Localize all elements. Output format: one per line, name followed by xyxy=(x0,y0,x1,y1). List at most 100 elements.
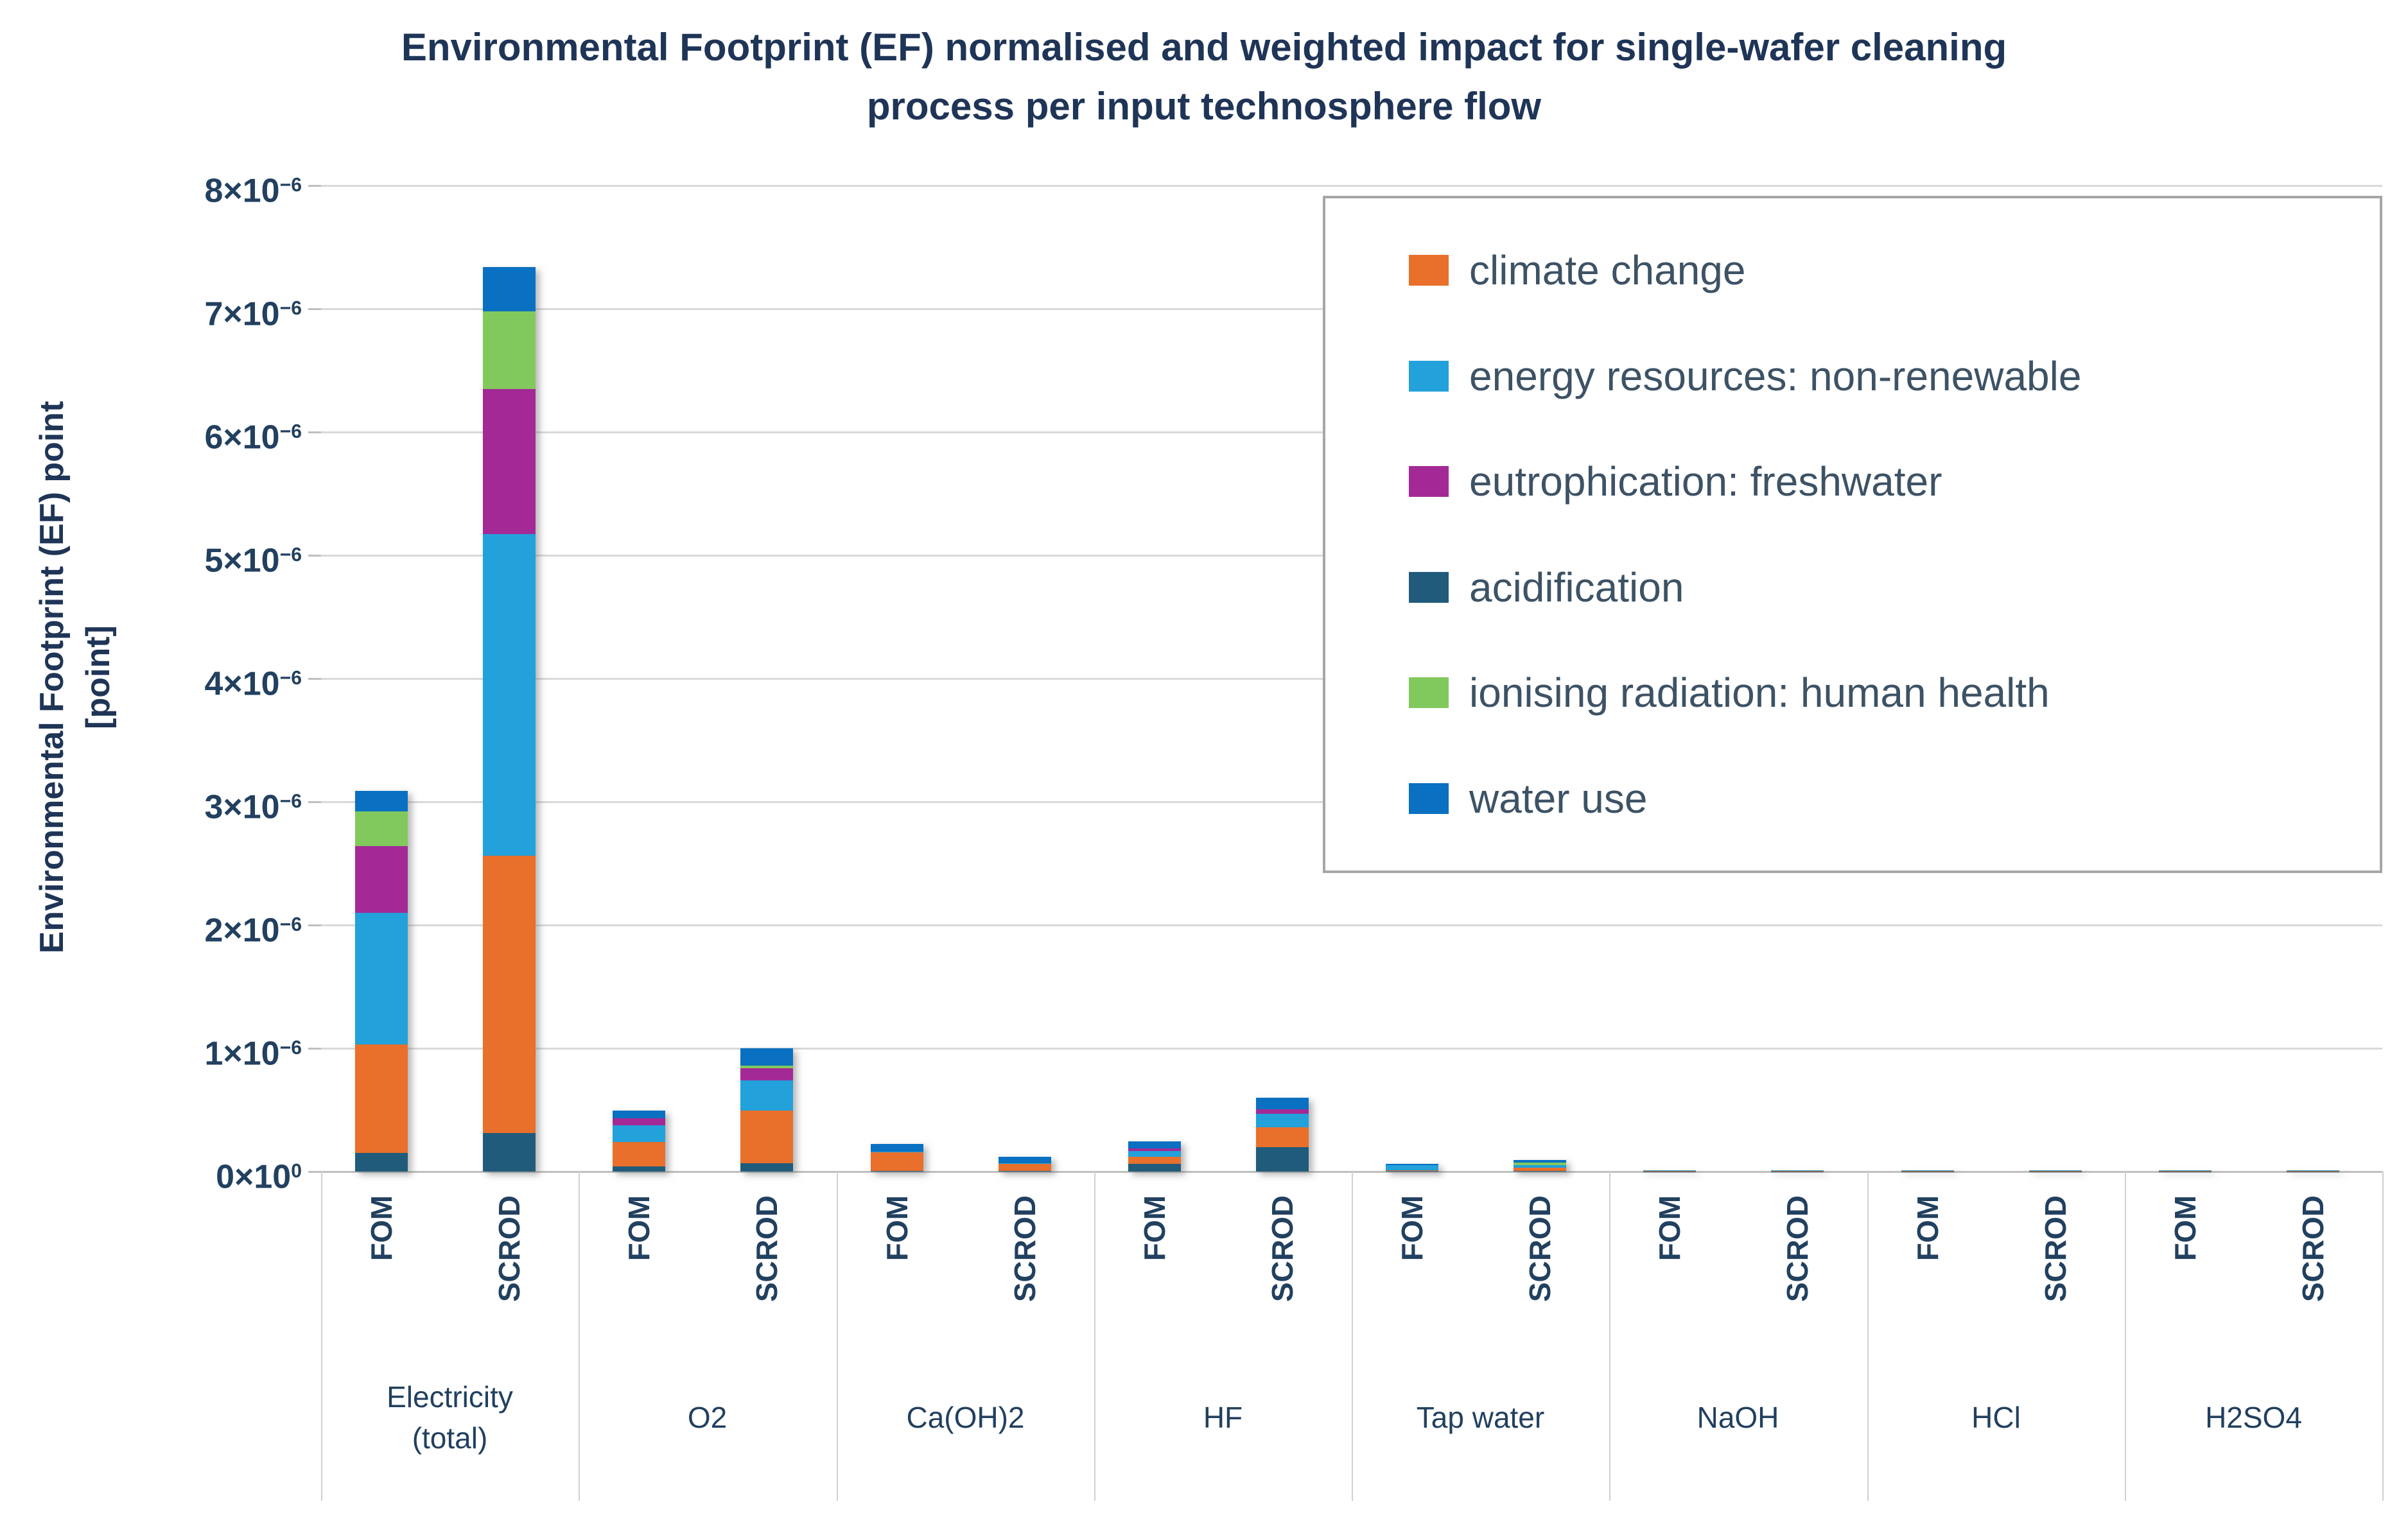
y-tick-label: 4×10−6 xyxy=(116,658,302,703)
y-tick-label: 7×10−6 xyxy=(116,288,302,333)
bar-segment-acidification xyxy=(355,1153,408,1172)
legend-label: acidification xyxy=(1469,564,1684,610)
y-tick-exponent: −6 xyxy=(279,175,302,196)
bar-segment-climate-change xyxy=(2159,1170,2212,1172)
bar-segment-climate-change xyxy=(1514,1168,1566,1172)
bar-electricity-total-fom xyxy=(355,790,408,1172)
category-separator xyxy=(1352,1172,1353,1501)
bar-segment-eutrophication-freshwater xyxy=(1256,1109,1309,1114)
category-separator xyxy=(2125,1172,2126,1501)
bar-segment-climate-change xyxy=(999,1163,1051,1172)
y-tick-label: 3×10−6 xyxy=(116,781,302,826)
y-tick-exponent: −6 xyxy=(279,1037,302,1059)
y-tick-exponent: −6 xyxy=(279,914,302,935)
category-label-text: O2 xyxy=(687,1400,728,1434)
y-tick-exponent: −6 xyxy=(279,668,302,689)
y-tick-base: 7×10 xyxy=(204,295,280,333)
bar-segment-climate-change xyxy=(1128,1156,1181,1164)
bar-segment-climate-change xyxy=(740,1110,793,1163)
y-tick-base: 3×10 xyxy=(204,788,280,826)
y-axis-tick xyxy=(308,308,321,310)
legend-swatch-icon xyxy=(1409,571,1449,603)
bar-segment-energy-resources-non-renewable xyxy=(2287,1170,2339,1171)
bar-segment-climate-change xyxy=(2287,1170,2339,1172)
category-label-naoh: NaOH xyxy=(1609,1335,1867,1499)
y-axis-tick xyxy=(308,924,321,926)
legend-label: climate change xyxy=(1469,247,1746,294)
bar-segment-climate-change xyxy=(483,856,536,1134)
bar-ca-oh-2-scrod xyxy=(999,1157,1051,1172)
bar-segment-eutrophication-freshwater xyxy=(483,388,536,535)
legend-label: ionising radiation: human health xyxy=(1469,670,2050,716)
bar-segment-climate-change xyxy=(2029,1170,2082,1172)
bar-segment-eutrophication-freshwater xyxy=(740,1068,793,1080)
bar-segment-water-use xyxy=(1128,1141,1181,1148)
bar-segment-energy-resources-non-renewable xyxy=(1771,1170,1824,1171)
bar-hcl-scrod xyxy=(2029,1170,2082,1172)
bar-segment-water-use xyxy=(613,1111,665,1119)
y-tick-exponent: −6 xyxy=(279,544,302,566)
y-tick-label: 6×10−6 xyxy=(116,411,302,456)
category-label-text: NaOH xyxy=(1697,1400,1779,1434)
legend-item-acidification: acidification xyxy=(1409,564,2354,611)
legend-swatch-icon xyxy=(1409,466,1449,498)
y-axis-tick xyxy=(308,431,321,433)
y-tick-label: 0×100 xyxy=(116,1151,302,1196)
y-tick-base: 0×10 xyxy=(216,1158,292,1196)
bar-segment-eutrophication-freshwater xyxy=(1128,1148,1181,1152)
bar-segment-acidification xyxy=(740,1163,793,1172)
bar-segment-energy-resources-non-renewable xyxy=(2159,1170,2212,1171)
bar-segment-climate-change xyxy=(613,1141,665,1167)
bar-h2so4-scrod xyxy=(2287,1170,2339,1172)
y-tick-exponent: −6 xyxy=(279,421,302,442)
legend-item-eutrophication-freshwater: eutrophication: freshwater xyxy=(1409,458,2354,505)
bar-segment-energy-resources-non-renewable xyxy=(740,1080,793,1111)
category-label-text: Tap water xyxy=(1416,1400,1545,1434)
legend-swatch-icon xyxy=(1409,677,1449,709)
legend-swatch-icon xyxy=(1409,360,1449,392)
legend: climate change energy resources: non-rene… xyxy=(1323,196,2382,873)
bar-naoh-fom xyxy=(1643,1170,1696,1172)
bar-segment-acidification xyxy=(1514,1171,1566,1172)
category-label-text: HF xyxy=(1203,1400,1243,1434)
bar-segment-acidification xyxy=(613,1166,665,1172)
legend-swatch-icon xyxy=(1409,255,1449,286)
category-separator xyxy=(837,1172,838,1501)
bar-segment-ionising-radiation-human-health xyxy=(355,811,408,847)
bar-tap-water-fom xyxy=(1386,1164,1438,1172)
category-separator xyxy=(1867,1172,1869,1501)
bar-segment-energy-resources-non-renewable xyxy=(613,1125,665,1142)
y-tick-exponent: 0 xyxy=(291,1161,302,1182)
bar-segment-water-use xyxy=(1514,1159,1566,1163)
category-separator xyxy=(321,1172,322,1501)
bar-segment-energy-resources-non-renewable xyxy=(1386,1165,1438,1171)
y-axis-title: Environmental Footprint (EF) point [poin… xyxy=(29,164,125,1191)
bar-segment-water-use xyxy=(483,266,536,311)
bar-segment-eutrophication-freshwater xyxy=(355,846,408,913)
y-tick-base: 8×10 xyxy=(204,172,280,210)
category-label-text: HCl xyxy=(1971,1400,2021,1434)
bar-segment-water-use xyxy=(871,1143,923,1152)
bar-segment-acidification xyxy=(1128,1163,1181,1172)
bar-segment-acidification xyxy=(871,1171,923,1172)
bar-segment-ionising-radiation-human-health xyxy=(740,1065,793,1068)
bar-ca-oh-2-fom xyxy=(871,1143,923,1172)
category-label-text: H2SO4 xyxy=(2205,1400,2302,1434)
chart-title: Environmental Footprint (EF) normalised … xyxy=(0,18,2408,136)
chart-title-line2: process per input technosphere flow xyxy=(866,85,1542,128)
bar-segment-eutrophication-freshwater xyxy=(613,1118,665,1126)
bar-segment-energy-resources-non-renewable xyxy=(1901,1170,1954,1171)
bar-h2so4-fom xyxy=(2159,1170,2212,1172)
legend-swatch-icon xyxy=(1409,783,1449,814)
y-axis-unit: [point] xyxy=(80,625,117,729)
chart-title-line1: Environmental Footprint (EF) normalised … xyxy=(401,26,2007,69)
bar-naoh-scrod xyxy=(1771,1170,1824,1172)
legend-item-water-use: water use xyxy=(1409,775,2354,822)
legend-label: eutrophication: freshwater xyxy=(1469,458,1942,505)
bar-tap-water-scrod xyxy=(1514,1159,1566,1172)
bar-segment-water-use xyxy=(1386,1164,1438,1166)
y-tick-base: 6×10 xyxy=(204,419,280,456)
bar-segment-ionising-radiation-human-health xyxy=(1514,1163,1566,1166)
x-axis-line xyxy=(308,1171,2382,1173)
